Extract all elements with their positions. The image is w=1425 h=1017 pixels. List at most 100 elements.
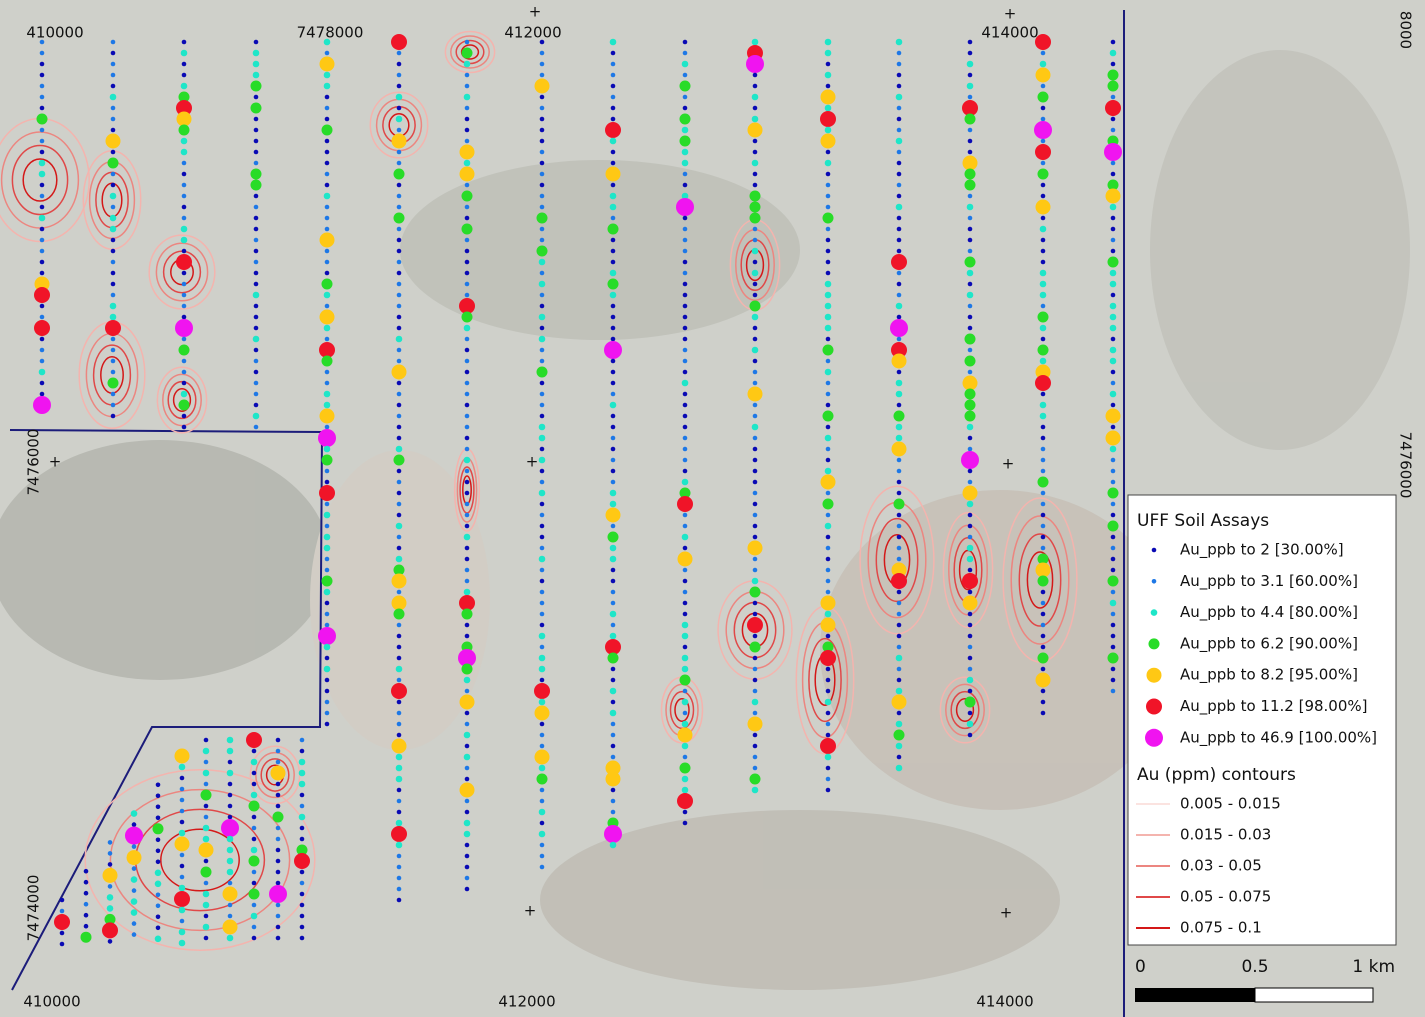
sample-point — [964, 410, 976, 422]
sample-point — [396, 270, 402, 276]
sample-point — [464, 886, 470, 892]
sample-point — [609, 489, 617, 497]
sample-point — [299, 935, 305, 941]
sample-point — [679, 113, 691, 125]
sample-point — [752, 523, 758, 529]
sample-point — [324, 600, 330, 606]
sample-point — [749, 586, 761, 598]
sample-point — [890, 319, 908, 337]
sample-point — [299, 902, 305, 908]
sample-point — [1109, 445, 1117, 453]
sample-point — [176, 100, 192, 116]
sample-point — [964, 696, 976, 708]
sample-point — [1040, 534, 1046, 540]
sample-point — [38, 159, 46, 167]
sample-point — [253, 303, 259, 309]
sample-point — [609, 555, 617, 563]
sample-point — [1040, 710, 1046, 716]
sample-point — [36, 113, 48, 125]
sample-point — [896, 479, 902, 485]
contour — [875, 517, 919, 603]
sample-point — [682, 809, 688, 815]
sample-point — [610, 336, 616, 342]
sample-point — [967, 325, 973, 331]
sample-point — [464, 688, 470, 694]
sample-point — [275, 880, 281, 886]
sample-point — [110, 127, 116, 133]
sample-point — [539, 171, 545, 177]
sample-point — [1040, 589, 1046, 595]
sample-point — [393, 212, 405, 224]
sample-point — [396, 424, 402, 430]
sample-point — [1109, 324, 1117, 332]
terrain — [0, 50, 1410, 990]
contour — [939, 676, 991, 744]
sample-point — [609, 401, 617, 409]
contour — [1018, 533, 1062, 627]
sample-point — [251, 902, 257, 908]
sample-point — [464, 765, 470, 771]
sample-point — [461, 663, 473, 675]
sample-point — [198, 842, 214, 858]
sample-point — [323, 544, 331, 552]
sample-point — [752, 567, 758, 573]
sample-point — [967, 237, 973, 243]
sample-point — [682, 578, 688, 584]
sample-point — [967, 523, 973, 529]
sample-point — [967, 589, 973, 595]
sample-point — [176, 111, 192, 127]
sample-point — [752, 83, 758, 89]
sample-point — [324, 303, 330, 309]
sample-point — [38, 170, 46, 178]
sample-point — [324, 94, 330, 100]
sample-point — [324, 501, 330, 507]
sample-point — [681, 126, 689, 134]
sample-point — [174, 748, 190, 764]
sample-point — [1037, 575, 1049, 587]
sample-point — [825, 83, 831, 89]
sample-point — [825, 380, 831, 386]
sample-point — [464, 556, 470, 562]
sample-point — [1110, 644, 1116, 650]
sample-point — [464, 39, 470, 45]
sample-point — [324, 138, 330, 144]
sample-point — [1040, 501, 1046, 507]
sample-point — [1039, 412, 1047, 420]
sample-point — [323, 445, 331, 453]
sample-point — [893, 729, 905, 741]
sample-point — [275, 924, 281, 930]
sample-point — [896, 622, 902, 628]
sample-point — [324, 160, 330, 166]
sample-point — [275, 803, 281, 809]
sample-point — [896, 149, 902, 155]
sample-point — [964, 256, 976, 268]
sample-point — [610, 413, 616, 419]
sample-point — [538, 434, 546, 442]
sample-point — [130, 909, 138, 916]
sample-point — [539, 39, 545, 45]
sample-point — [396, 853, 402, 859]
sample-point — [538, 665, 546, 673]
sample-point — [253, 402, 259, 408]
sample-point — [966, 423, 974, 431]
sample-point — [820, 111, 836, 127]
sample-point — [896, 116, 902, 122]
sample-point — [396, 622, 402, 628]
sample-point — [752, 380, 758, 386]
sample-point — [202, 901, 210, 909]
sample-point — [299, 880, 305, 886]
sample-point — [895, 302, 903, 310]
sample-point — [395, 775, 403, 783]
sample-point — [610, 61, 616, 67]
sample-point — [324, 688, 330, 694]
sample-point — [679, 674, 691, 686]
sample-point — [824, 280, 832, 288]
sample-point — [131, 921, 137, 926]
grid-cross: + — [529, 3, 542, 21]
sample-point — [319, 342, 335, 358]
sample-point — [610, 732, 616, 738]
sample-point — [824, 313, 832, 321]
grid-cross: + — [1000, 904, 1013, 922]
sample-point — [682, 468, 688, 474]
